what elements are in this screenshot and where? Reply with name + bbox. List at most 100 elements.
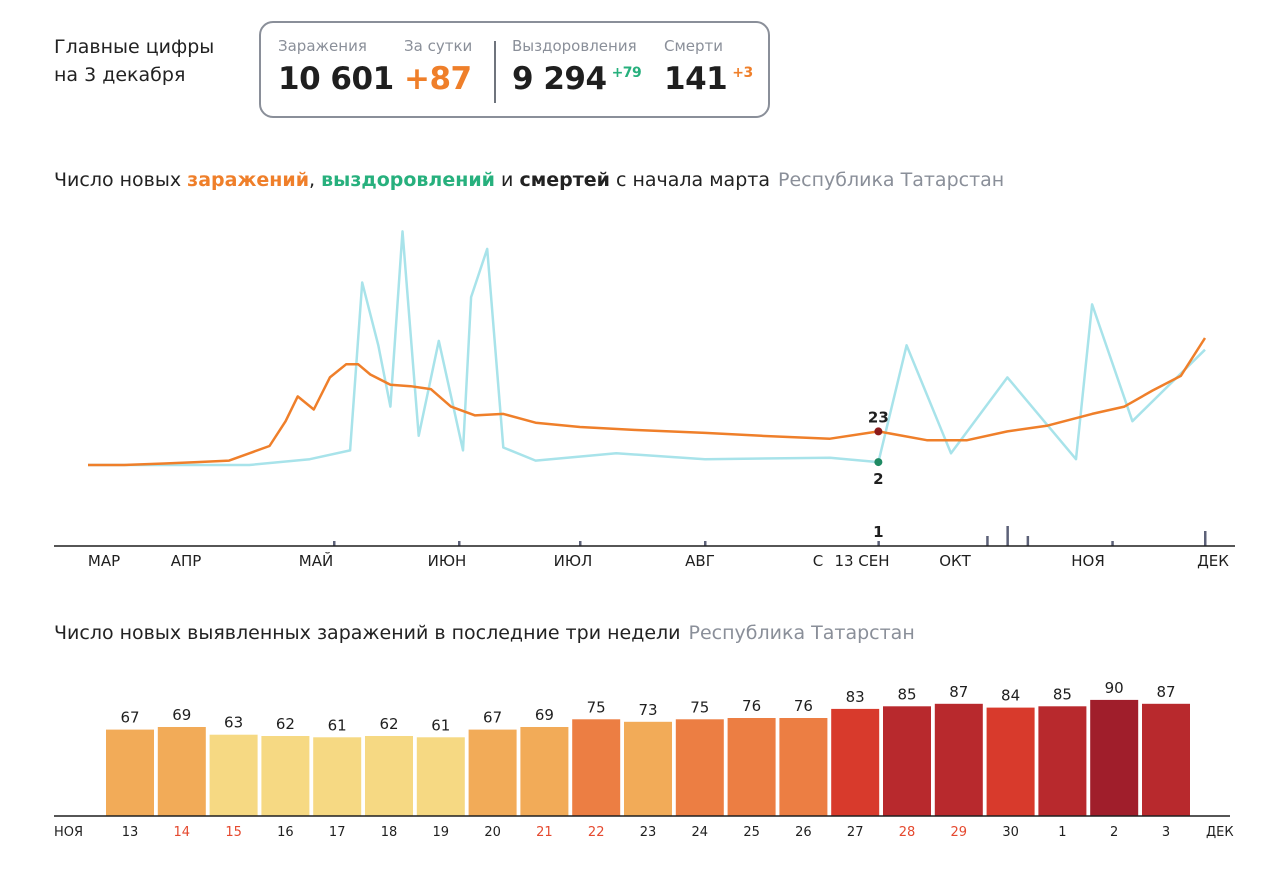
bar-title-region: Республика Татарстан bbox=[688, 622, 915, 644]
x-tick-label: АПР bbox=[171, 552, 202, 570]
bar bbox=[934, 703, 983, 817]
deaths-bars bbox=[333, 526, 1207, 546]
annotation-infections-dot bbox=[874, 427, 883, 436]
line-title-and: и bbox=[495, 169, 520, 191]
stat-infections: Заражения 10 601 bbox=[278, 37, 394, 97]
line-chart-title: Число новых заражений, выздоровлений и с… bbox=[54, 169, 1004, 191]
bar bbox=[1038, 706, 1087, 816]
series-line-infections bbox=[88, 337, 1207, 467]
annotation-infections-value: 23 bbox=[868, 408, 889, 426]
x-tick-label: ОКТ bbox=[939, 552, 971, 570]
death-bar bbox=[333, 541, 336, 546]
line-title-comma: , bbox=[309, 169, 322, 191]
death-bar bbox=[704, 541, 707, 546]
bar-x-tick-label: 2 bbox=[1110, 825, 1118, 840]
bar-x-tick-label: 13 bbox=[122, 825, 139, 840]
bar-series: 67 69 63 62 61 62 61 67 69 75 73 75 76 76 83 85 87 84 85 90… bbox=[106, 679, 1190, 817]
bar bbox=[1090, 699, 1139, 816]
bar-x-tick-label: 19 bbox=[433, 825, 450, 840]
line-title-deaths: смертей bbox=[519, 169, 610, 191]
stat-deaths-label: Смерти bbox=[664, 37, 724, 55]
stat-infections-label: Заражения bbox=[278, 37, 367, 55]
bar-value-label: 85 bbox=[1053, 685, 1072, 703]
bar-x-tick-label: 26 bbox=[795, 825, 812, 840]
bar-value-label: 83 bbox=[846, 688, 865, 706]
bar bbox=[624, 721, 672, 816]
bar bbox=[261, 736, 310, 816]
death-bar bbox=[1026, 536, 1030, 546]
header-title-line2: на 3 декабря bbox=[54, 64, 186, 86]
line-series bbox=[88, 230, 1207, 467]
line-title-part2: с начала марта bbox=[609, 169, 770, 191]
bar-title-text: Число новых выявленных заражений в после… bbox=[54, 622, 681, 644]
x-tick-label: 13 СЕН bbox=[834, 552, 889, 570]
series-line-recoveries bbox=[88, 230, 1206, 467]
bar-value-label: 63 bbox=[224, 714, 243, 732]
x-tick-label: АВГ bbox=[685, 552, 715, 570]
stat-recoveries-label: Выздоровления bbox=[512, 37, 637, 55]
bar-month-start-label: НОЯ bbox=[54, 825, 83, 840]
stat-deaths-value-wrap: 141 +3 bbox=[664, 61, 753, 97]
bar-month-end-label: ДЕК bbox=[1206, 825, 1234, 840]
bar-x-tick-label: 15 bbox=[225, 825, 242, 840]
line-title-part1: Число новых bbox=[54, 169, 188, 191]
death-bar bbox=[1204, 531, 1207, 546]
bar-x-tick-label: 17 bbox=[329, 825, 346, 840]
bar-value-label: 76 bbox=[794, 697, 813, 715]
bar-x-tick-label: 28 bbox=[899, 825, 916, 840]
x-tick-label: МАР bbox=[88, 552, 120, 570]
x-tick-label: ИЮН bbox=[428, 552, 467, 570]
bar bbox=[779, 718, 828, 817]
annotation-recoveries-value: 2 bbox=[873, 470, 883, 488]
bar bbox=[986, 707, 1035, 816]
bar-value-label: 61 bbox=[431, 716, 450, 734]
stat-daily-label: За сутки bbox=[404, 37, 473, 55]
bar-x-tick-label: 16 bbox=[277, 825, 294, 840]
bar bbox=[831, 708, 880, 816]
bar bbox=[883, 706, 931, 816]
stat-infections-value: 10 601 bbox=[278, 61, 394, 97]
stat-recoveries-delta: +79 bbox=[611, 65, 642, 81]
bar-value-label: 67 bbox=[483, 709, 502, 727]
line-title-infections: заражений bbox=[187, 169, 310, 191]
bar-x-tick-label: 1 bbox=[1058, 825, 1066, 840]
stats-panel: Заражения 10 601 За сутки +87 Выздоровле… bbox=[259, 21, 770, 118]
bar bbox=[1142, 703, 1190, 817]
bar-chart-x-ticks: 13 14 15 16 17 18 19 20 21 22 23 24 25 26 27 28 29 30 1 2 3 bbox=[122, 825, 1170, 840]
stats-divider bbox=[494, 41, 496, 103]
x-tick-label: МАЙ bbox=[299, 551, 333, 570]
annotation-recoveries-dot bbox=[874, 458, 883, 467]
bar-chart: 67 69 63 62 61 62 61 67 69 75 73 75 76 76 83 85 87 84 85 90… bbox=[54, 679, 1234, 840]
bar bbox=[313, 737, 362, 816]
bar-x-tick-label: 20 bbox=[484, 825, 501, 840]
annotation-deaths-value: 1 bbox=[873, 523, 883, 541]
bar-value-label: 85 bbox=[897, 685, 916, 703]
bar-value-label: 73 bbox=[638, 701, 657, 719]
x-tick-label: С bbox=[813, 552, 823, 570]
bar-x-tick-label: 3 bbox=[1162, 825, 1170, 840]
bar bbox=[572, 719, 621, 817]
bar-value-label: 61 bbox=[328, 716, 347, 734]
bar-value-label: 87 bbox=[949, 683, 968, 701]
bar-value-label: 75 bbox=[690, 698, 709, 716]
stat-daily-value: +87 bbox=[404, 61, 472, 97]
bar-value-label: 87 bbox=[1156, 683, 1175, 701]
header-title: Главные цифры на 3 декабря bbox=[54, 33, 214, 89]
line-chart-annotation: 23 2 1 bbox=[868, 408, 889, 541]
stat-recoveries: Выздоровления 9 294 +79 bbox=[512, 37, 642, 97]
bar bbox=[468, 729, 517, 817]
death-bar bbox=[877, 541, 880, 546]
bar-value-label: 69 bbox=[172, 706, 191, 724]
bar-x-tick-label: 21 bbox=[536, 825, 553, 840]
x-tick-label: ДЕК bbox=[1197, 552, 1229, 570]
bar-value-label: 90 bbox=[1105, 679, 1124, 697]
line-title-recoveries: выздоровлений bbox=[321, 169, 495, 191]
line-chart-x-ticks: МАР АПР МАЙ ИЮН ИЮЛ АВГ С 13 СЕН ОКТ НОЯ ДЕК bbox=[88, 551, 1229, 570]
bar bbox=[416, 737, 465, 816]
bar-x-tick-label: 24 bbox=[692, 825, 709, 840]
x-tick-label: НОЯ bbox=[1071, 552, 1105, 570]
stat-recoveries-value-wrap: 9 294 +79 bbox=[512, 61, 642, 97]
bar bbox=[520, 727, 569, 817]
bar-value-label: 67 bbox=[120, 709, 139, 727]
bar-value-label: 84 bbox=[1001, 687, 1020, 705]
